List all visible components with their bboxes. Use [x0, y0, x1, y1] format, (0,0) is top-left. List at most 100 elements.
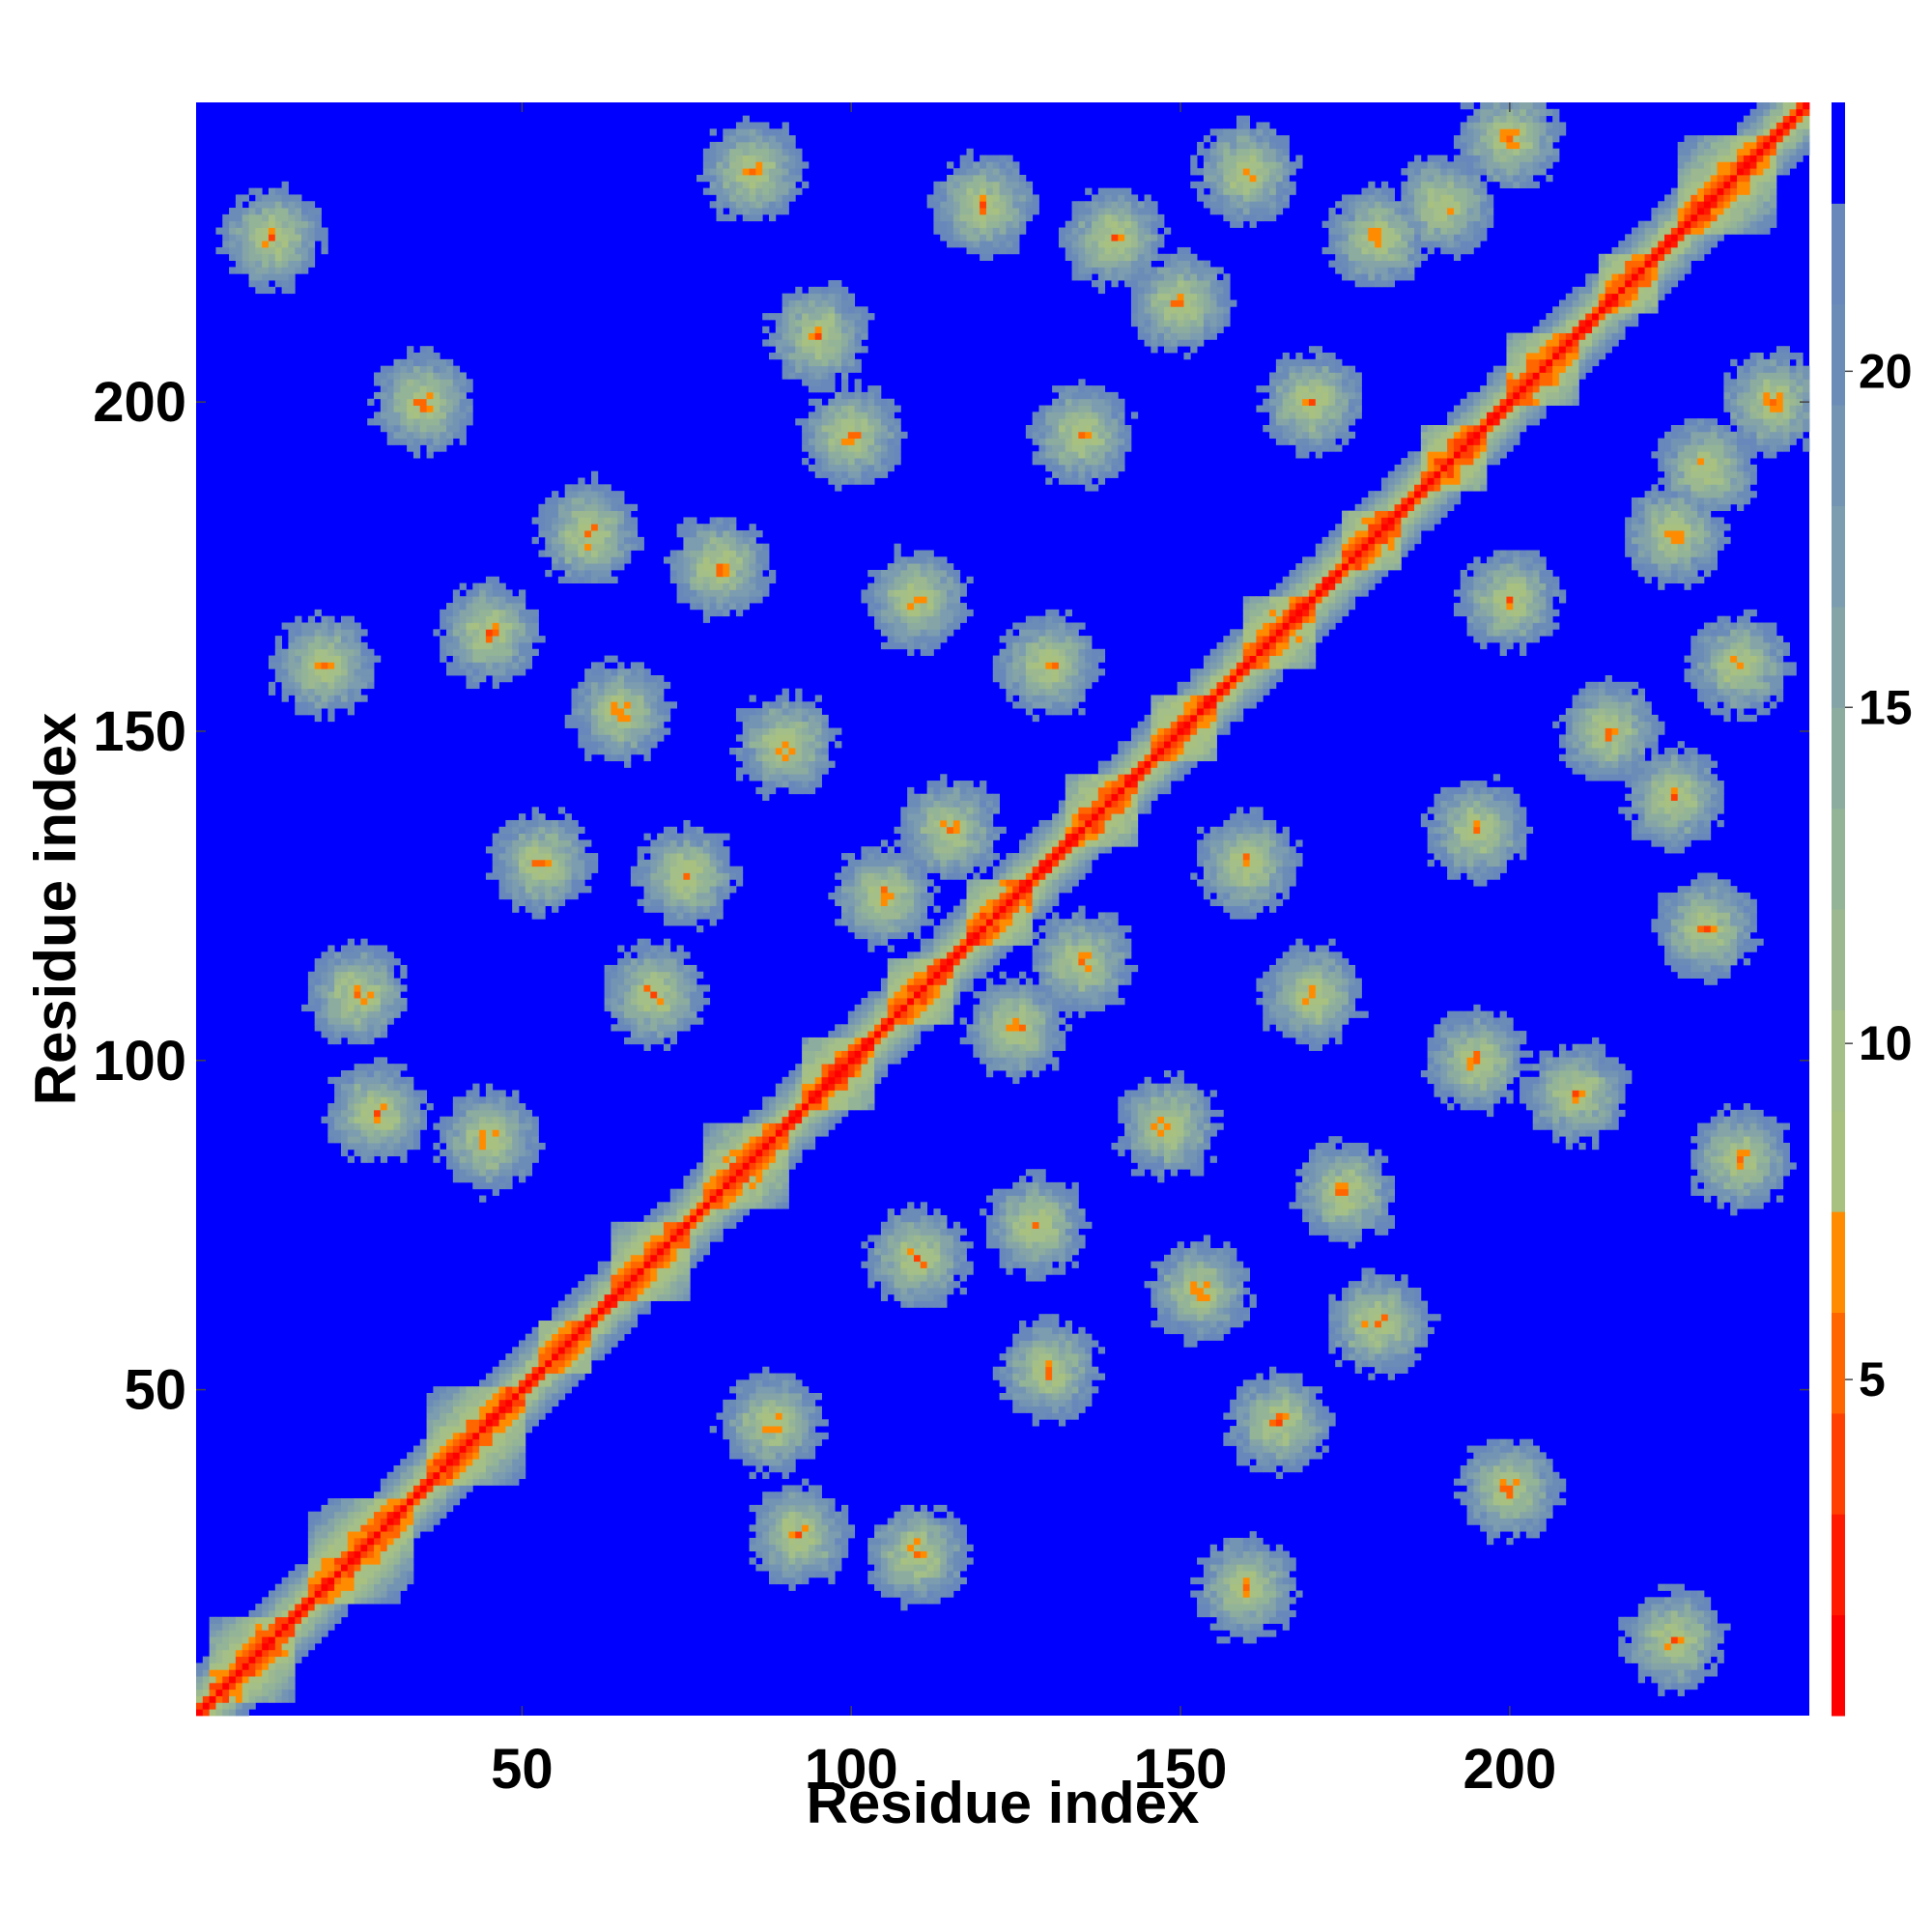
heatmap-cell [782, 161, 789, 168]
heatmap-cell [341, 629, 348, 636]
heatmap-cell [716, 610, 723, 616]
heatmap-cell [795, 1571, 802, 1577]
heatmap-cell [327, 1011, 334, 1018]
heatmap-cell [788, 1465, 795, 1472]
heatmap-cell [341, 1077, 348, 1084]
heatmap-cell [466, 1117, 472, 1123]
heatmap-cell [650, 1281, 657, 1288]
heatmap-cell [315, 695, 322, 701]
heatmap-cell [729, 135, 736, 142]
heatmap-cell [308, 636, 315, 642]
heatmap-cell [696, 537, 703, 544]
heatmap-cell [710, 1202, 717, 1208]
heatmap-cell [617, 1255, 624, 1262]
heatmap-cell [275, 228, 282, 235]
heatmap-cell [598, 491, 605, 497]
heatmap-cell [664, 867, 670, 873]
heatmap-cell [327, 1005, 334, 1011]
heatmap-cell [624, 1288, 631, 1294]
heatmap-cell [723, 175, 729, 182]
heatmap-cell [670, 972, 677, 979]
heatmap-cell [591, 748, 598, 754]
heatmap-cell [743, 570, 750, 577]
heatmap-cell [334, 1505, 341, 1512]
heatmap-cell [393, 1485, 400, 1492]
heatmap-cell [802, 781, 809, 787]
heatmap-cell [743, 214, 750, 221]
heatmap-cell [255, 194, 262, 201]
heatmap-cell [427, 439, 434, 445]
heatmap-cell [795, 1386, 802, 1393]
heatmap-cell [440, 656, 446, 663]
heatmap-cell [605, 734, 611, 741]
heatmap-cell [677, 1005, 684, 1011]
heatmap-cell [420, 372, 427, 379]
heatmap-cell [275, 1636, 282, 1643]
heatmap-cell [598, 484, 605, 491]
heatmap-cell [631, 972, 638, 979]
heatmap-cell [295, 682, 301, 689]
heatmap-cell [638, 734, 644, 741]
heatmap-cell [683, 879, 690, 886]
heatmap-cell [512, 616, 519, 623]
heatmap-cell [519, 622, 526, 629]
heatmap-cell [762, 1557, 769, 1564]
heatmap-cell [776, 149, 782, 156]
heatmap-cell [453, 1433, 460, 1439]
heatmap-cell [249, 1624, 256, 1631]
heatmap-cell [822, 444, 829, 451]
heatmap-cell [249, 261, 256, 268]
heatmap-cell [433, 432, 440, 439]
heatmap-cell [215, 1624, 222, 1631]
heatmap-cell [769, 1571, 776, 1577]
heatmap-cell [242, 247, 249, 254]
heatmap-cell [802, 1117, 809, 1123]
heatmap-cell [782, 1419, 789, 1426]
heatmap-cell [400, 406, 407, 412]
heatmap-cell [631, 504, 638, 511]
heatmap-cell [591, 1294, 598, 1301]
heatmap-cell [650, 1005, 657, 1011]
heatmap-cell [512, 1386, 519, 1393]
heatmap-cell [427, 406, 434, 412]
heatmap-cell [815, 1117, 822, 1123]
heatmap-cell [611, 1241, 617, 1248]
heatmap-cell [288, 1584, 295, 1591]
heatmap-cell [381, 952, 387, 958]
heatmap-cell [505, 656, 512, 663]
heatmap-cell [355, 965, 361, 972]
heatmap-cell [624, 668, 631, 675]
heatmap-cell [729, 1400, 736, 1406]
heatmap-cell [755, 1459, 762, 1465]
heatmap-cell [322, 1531, 328, 1538]
heatmap-cell [755, 1143, 762, 1150]
heatmap-cell [486, 1400, 493, 1406]
heatmap-cell [440, 399, 446, 406]
heatmap-cell [670, 834, 677, 840]
heatmap-cell [762, 1162, 769, 1169]
heatmap-cell [453, 1123, 460, 1130]
heatmap-cell [400, 1090, 407, 1096]
heatmap-cell [677, 1235, 684, 1241]
heatmap-cell [788, 734, 795, 741]
heatmap-cell [381, 1538, 387, 1545]
heatmap-cell [624, 524, 631, 530]
heatmap-cell [670, 1202, 677, 1208]
heatmap-cell [519, 610, 526, 616]
heatmap-cell [750, 556, 756, 563]
heatmap-cell [782, 1412, 789, 1419]
heatmap-cell [295, 221, 301, 228]
heatmap-cell [407, 385, 413, 392]
heatmap-cell [393, 1117, 400, 1123]
heatmap-cell [690, 537, 696, 544]
heatmap-cell [427, 1465, 434, 1472]
heatmap-cell [828, 1571, 835, 1577]
heatmap-cell [591, 517, 598, 524]
heatmap-cell [341, 668, 348, 675]
heatmap-cell [512, 1156, 519, 1163]
heatmap-cell [499, 662, 506, 668]
heatmap-cell [835, 1512, 841, 1519]
heatmap-cell [532, 1386, 539, 1393]
heatmap-cell [360, 668, 367, 675]
heatmap-cell [493, 1367, 499, 1374]
